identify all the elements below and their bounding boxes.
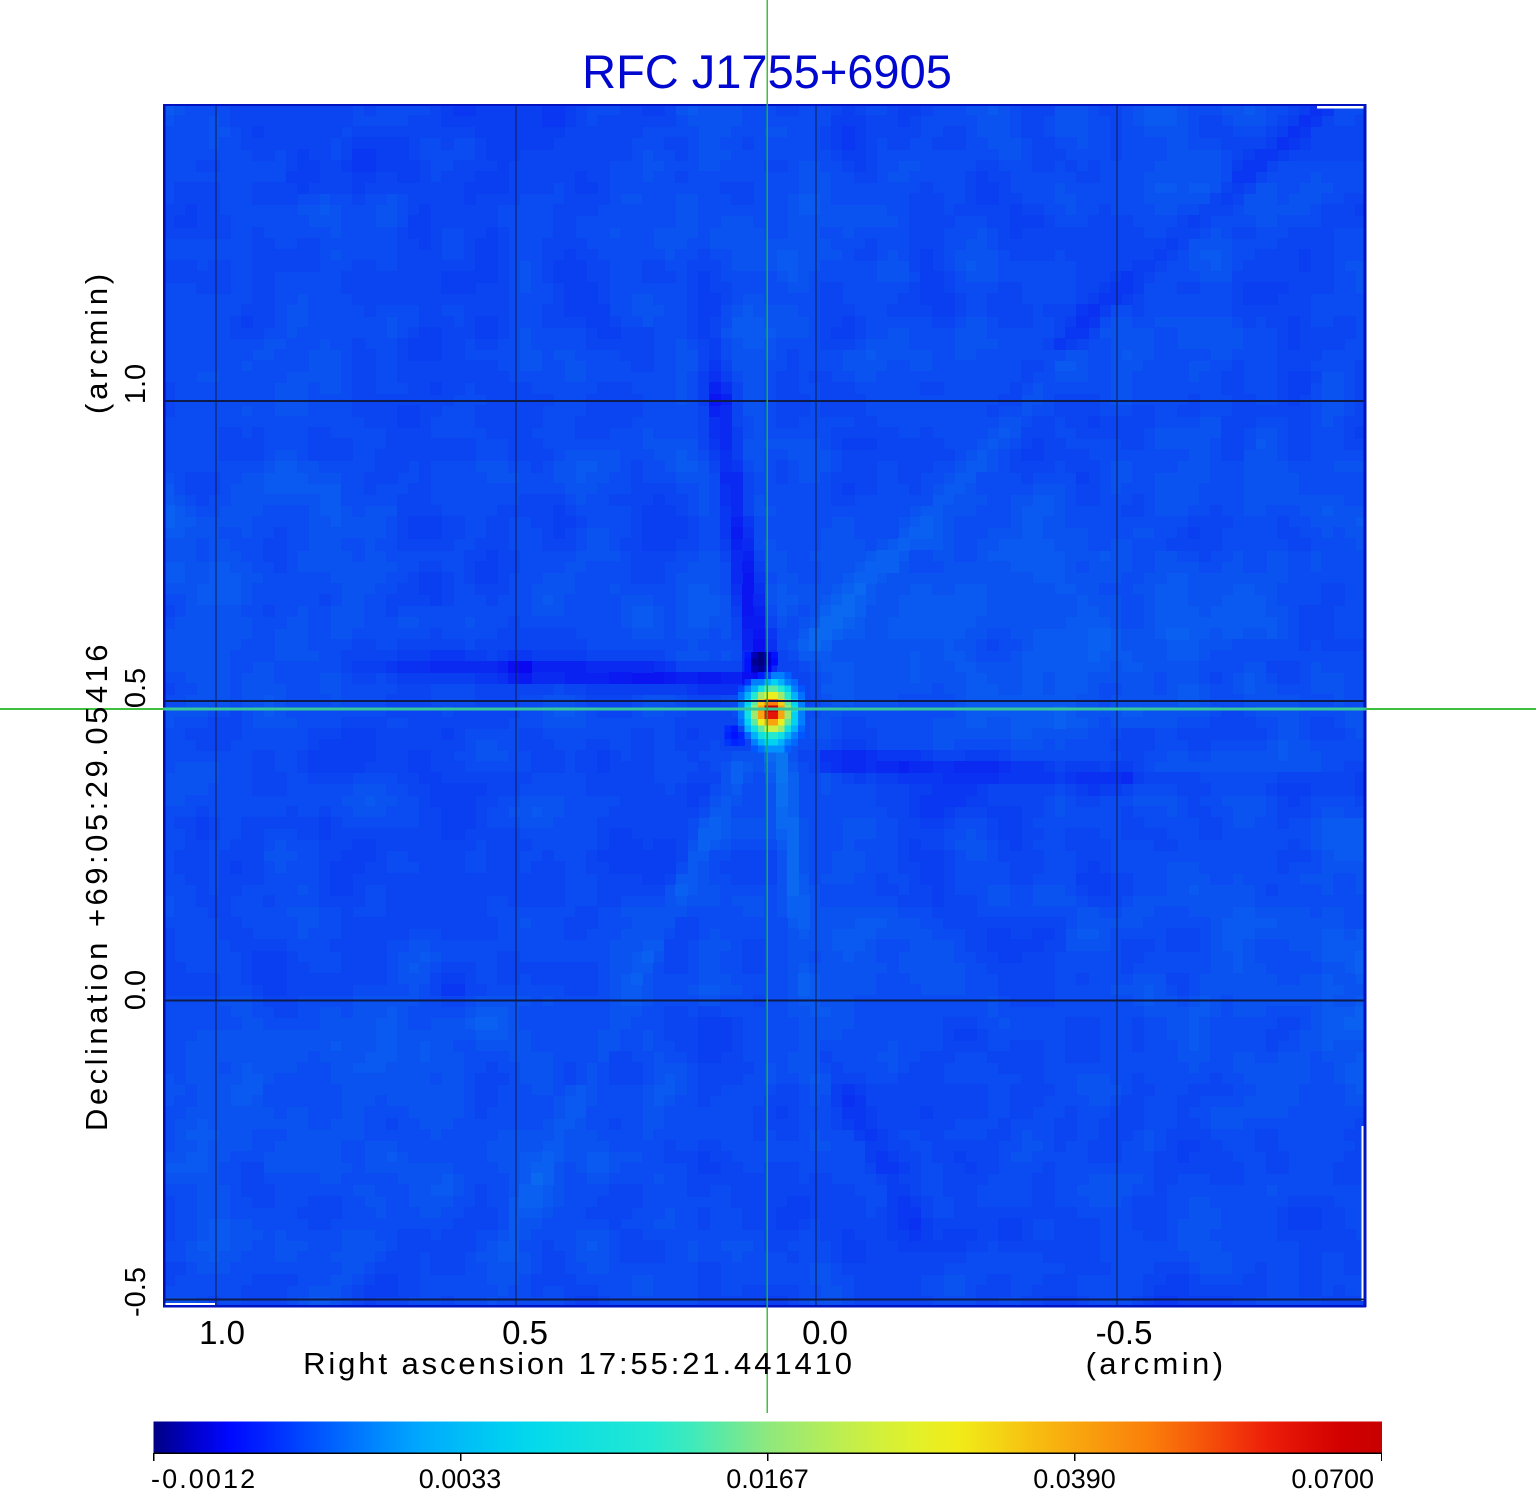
svg-text:1.0: 1.0 bbox=[120, 364, 152, 404]
svg-text:Declination +69:05:29.05416: Declination +69:05:29.05416 bbox=[79, 641, 114, 1131]
svg-text:(arcmin): (arcmin) bbox=[79, 270, 114, 414]
svg-text:0.0167: 0.0167 bbox=[726, 1464, 809, 1494]
svg-text:-0.5: -0.5 bbox=[1096, 1314, 1153, 1351]
svg-text:0.0: 0.0 bbox=[802, 1314, 848, 1351]
svg-text:-0.5: -0.5 bbox=[120, 1267, 152, 1317]
svg-text:(arcmin): (arcmin) bbox=[1086, 1346, 1227, 1381]
svg-text:Right ascension 17:55:21.4414: Right ascension 17:55:21.441410 bbox=[303, 1346, 855, 1381]
svg-text:-0.0012: -0.0012 bbox=[151, 1464, 257, 1494]
svg-text:0.0: 0.0 bbox=[120, 970, 152, 1010]
svg-text:RFC J1755+6905: RFC J1755+6905 bbox=[582, 45, 952, 98]
svg-text:0.0033: 0.0033 bbox=[419, 1464, 502, 1494]
svg-text:0.0390: 0.0390 bbox=[1033, 1464, 1116, 1494]
svg-text:0.5: 0.5 bbox=[502, 1314, 548, 1351]
svg-text:0.0700: 0.0700 bbox=[1291, 1464, 1374, 1494]
svg-text:0.5: 0.5 bbox=[120, 668, 152, 708]
svg-text:1.0: 1.0 bbox=[199, 1314, 245, 1351]
